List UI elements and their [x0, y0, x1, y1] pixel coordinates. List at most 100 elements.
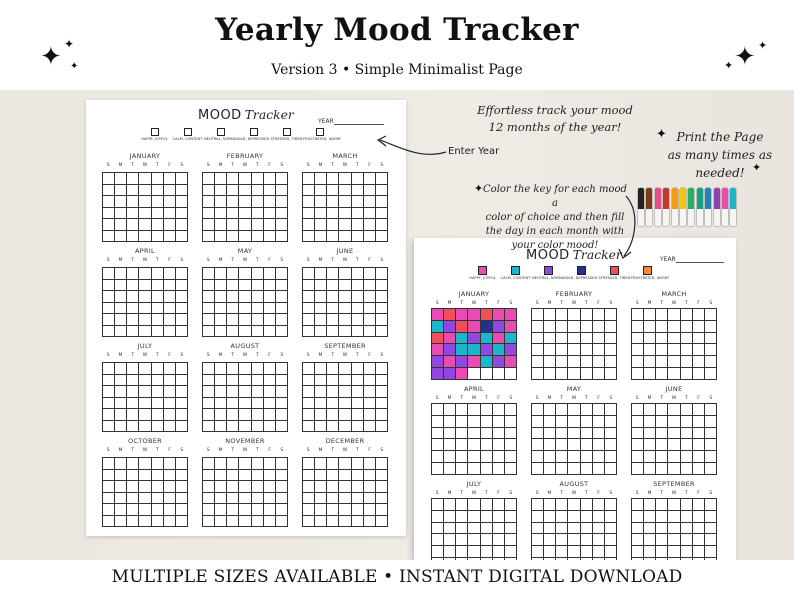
day-cell[interactable]	[163, 458, 176, 470]
day-cell[interactable]	[704, 499, 717, 511]
day-cell[interactable]	[604, 439, 617, 452]
day-cell[interactable]	[444, 320, 457, 333]
day-cell[interactable]	[315, 302, 328, 314]
day-cell[interactable]	[592, 510, 605, 523]
day-cell[interactable]	[127, 374, 140, 386]
day-cell[interactable]	[351, 314, 364, 326]
day-cell[interactable]	[568, 404, 581, 416]
day-cell[interactable]	[163, 207, 176, 219]
day-cell[interactable]	[480, 309, 493, 321]
day-cell[interactable]	[668, 344, 681, 357]
day-cell[interactable]	[115, 481, 128, 493]
day-cell[interactable]	[227, 481, 240, 493]
day-cell[interactable]	[480, 344, 493, 357]
day-cell[interactable]	[315, 386, 328, 398]
day-cell[interactable]	[544, 499, 557, 511]
day-cell[interactable]	[468, 462, 481, 475]
day-cell[interactable]	[275, 302, 288, 314]
day-cell[interactable]	[644, 439, 657, 452]
day-cell[interactable]	[556, 534, 569, 547]
day-cell[interactable]	[592, 356, 605, 368]
day-cell[interactable]	[604, 367, 617, 380]
day-cell[interactable]	[227, 314, 240, 326]
day-cell[interactable]	[363, 219, 376, 231]
day-cell[interactable]	[315, 458, 328, 470]
day-cell[interactable]	[163, 314, 176, 326]
day-cell[interactable]	[492, 427, 505, 440]
day-cell[interactable]	[263, 279, 276, 291]
day-cell[interactable]	[444, 367, 457, 380]
day-cell[interactable]	[115, 420, 128, 432]
day-cell[interactable]	[275, 481, 288, 493]
day-cell[interactable]	[656, 546, 669, 558]
day-cell[interactable]	[275, 268, 288, 280]
day-cell[interactable]	[151, 481, 164, 493]
day-cell[interactable]	[263, 173, 276, 185]
day-cell[interactable]	[444, 499, 457, 511]
day-cell[interactable]	[175, 196, 188, 208]
day-cell[interactable]	[363, 196, 376, 208]
day-cell[interactable]	[432, 546, 445, 558]
day-cell[interactable]	[251, 515, 264, 527]
day-cell[interactable]	[568, 332, 581, 345]
day-cell[interactable]	[604, 451, 617, 463]
day-cell[interactable]	[480, 320, 493, 333]
day-cell[interactable]	[315, 481, 328, 493]
day-cell[interactable]	[668, 510, 681, 523]
day-cell[interactable]	[163, 420, 176, 432]
day-cell[interactable]	[504, 415, 517, 428]
day-cell[interactable]	[303, 314, 316, 326]
day-cell[interactable]	[227, 458, 240, 470]
day-cell[interactable]	[315, 325, 328, 337]
day-cell[interactable]	[103, 481, 116, 493]
day-cell[interactable]	[139, 196, 152, 208]
day-cell[interactable]	[568, 451, 581, 463]
day-cell[interactable]	[163, 268, 176, 280]
day-cell[interactable]	[275, 325, 288, 337]
day-cell[interactable]	[263, 363, 276, 375]
day-cell[interactable]	[151, 219, 164, 231]
day-cell[interactable]	[127, 184, 140, 196]
day-cell[interactable]	[339, 386, 352, 398]
day-cell[interactable]	[175, 420, 188, 432]
day-cell[interactable]	[351, 219, 364, 231]
day-cell[interactable]	[592, 427, 605, 440]
day-cell[interactable]	[704, 462, 717, 475]
day-cell[interactable]	[275, 504, 288, 516]
day-cell[interactable]	[680, 404, 693, 416]
day-cell[interactable]	[656, 522, 669, 535]
day-cell[interactable]	[544, 415, 557, 428]
day-cell[interactable]	[492, 356, 505, 368]
day-cell[interactable]	[532, 332, 545, 345]
day-cell[interactable]	[175, 374, 188, 386]
day-cell[interactable]	[151, 314, 164, 326]
day-cell[interactable]	[375, 409, 388, 421]
day-cell[interactable]	[263, 325, 276, 337]
day-cell[interactable]	[668, 439, 681, 452]
day-cell[interactable]	[456, 499, 469, 511]
day-cell[interactable]	[263, 469, 276, 481]
day-cell[interactable]	[532, 451, 545, 463]
day-cell[interactable]	[544, 462, 557, 475]
day-cell[interactable]	[704, 522, 717, 535]
day-cell[interactable]	[604, 522, 617, 535]
day-cell[interactable]	[704, 344, 717, 357]
day-cell[interactable]	[375, 469, 388, 481]
day-cell[interactable]	[632, 546, 645, 558]
day-cell[interactable]	[103, 184, 116, 196]
day-cell[interactable]	[175, 184, 188, 196]
day-cell[interactable]	[604, 356, 617, 368]
day-cell[interactable]	[668, 451, 681, 463]
day-cell[interactable]	[656, 356, 669, 368]
day-cell[interactable]	[568, 344, 581, 357]
day-cell[interactable]	[339, 409, 352, 421]
day-cell[interactable]	[363, 469, 376, 481]
day-cell[interactable]	[239, 420, 252, 432]
day-cell[interactable]	[632, 451, 645, 463]
day-cell[interactable]	[604, 510, 617, 523]
day-cell[interactable]	[339, 207, 352, 219]
day-cell[interactable]	[532, 522, 545, 535]
day-cell[interactable]	[239, 230, 252, 242]
day-cell[interactable]	[251, 492, 264, 504]
day-cell[interactable]	[227, 173, 240, 185]
